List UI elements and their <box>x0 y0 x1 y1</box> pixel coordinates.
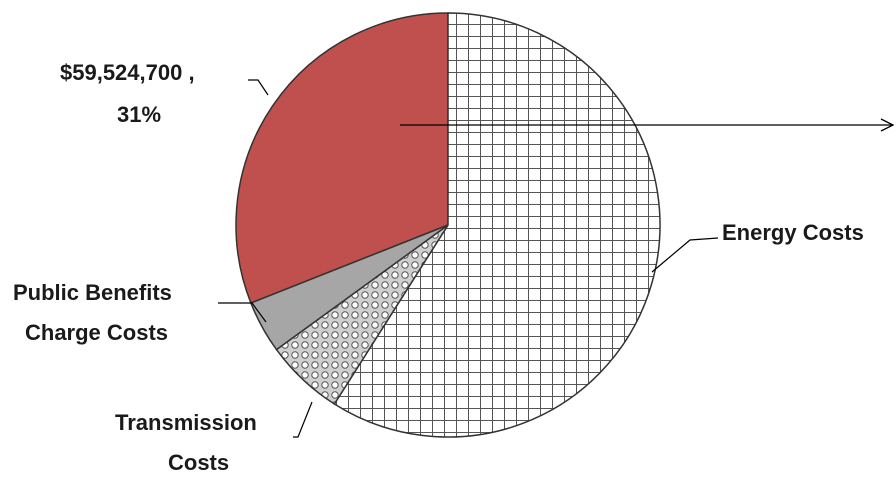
pie-slices <box>235 12 661 438</box>
slice-label: 31% <box>117 102 161 127</box>
slice-labels: $59,524,700 , 31% Energy Costs Transmission… <box>13 60 864 475</box>
leader-line <box>293 401 313 438</box>
leader-lines <box>218 79 719 438</box>
slice-label: Public Benefits <box>13 280 172 305</box>
slice-label: $59,524,700 , <box>60 60 195 85</box>
pie-slice-highlighted <box>235 12 449 305</box>
pie-slice-energy-costs <box>333 12 661 438</box>
leader-line <box>651 237 719 273</box>
leader-line <box>248 79 269 96</box>
slice-label: Transmission <box>115 410 257 435</box>
leader-line <box>218 302 267 323</box>
slice-label: Charge Costs <box>25 320 168 345</box>
slice-label: Costs <box>168 450 229 475</box>
slice-label: Energy Costs <box>722 220 864 245</box>
